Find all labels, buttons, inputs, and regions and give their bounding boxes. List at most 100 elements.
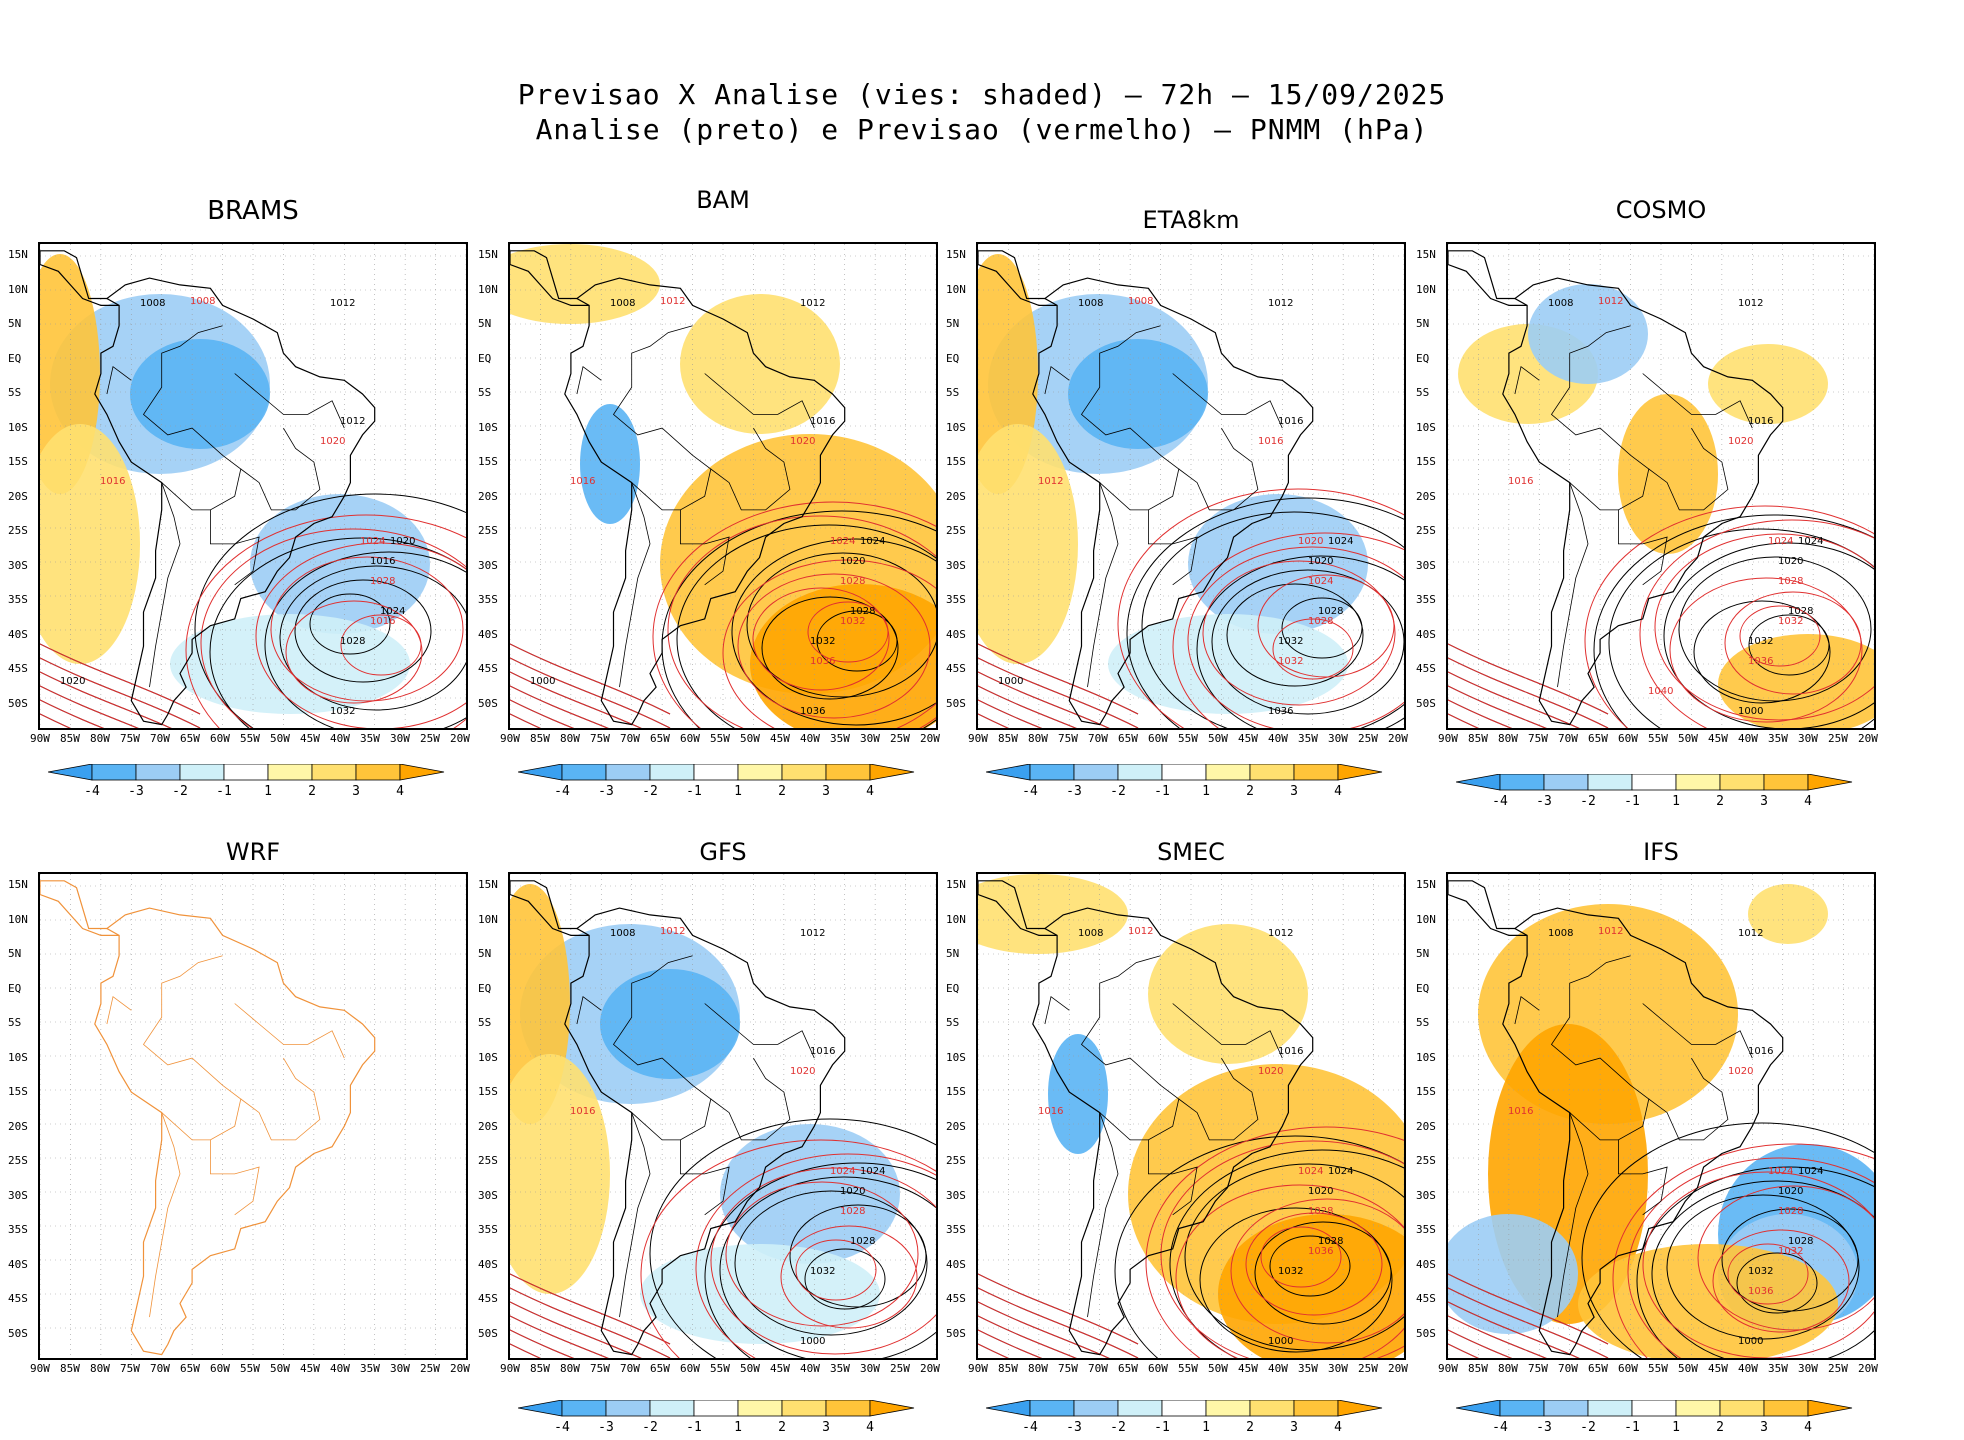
lon-tick-label: 90W bbox=[1438, 732, 1458, 745]
lon-tick-label: 50W bbox=[1678, 1362, 1698, 1375]
lat-tick-label: 10S bbox=[946, 1050, 966, 1064]
lat-tick-label: 45S bbox=[946, 662, 966, 675]
lat-tick-label: 10N bbox=[946, 282, 966, 296]
lon-tick-label: 75W bbox=[120, 732, 140, 745]
lat-tick-label: 20S bbox=[946, 489, 966, 503]
contour-label-analysis: 1016 bbox=[810, 1046, 835, 1057]
lon-tick-label: 35W bbox=[360, 1362, 380, 1375]
map-canvas: 1008 101210161020102410281032103610001012… bbox=[510, 244, 936, 728]
lat-tick-label: 25S bbox=[8, 1154, 28, 1167]
country-border bbox=[710, 1057, 791, 1141]
colorbar-segment bbox=[1543, 1399, 1589, 1417]
contour-label-analysis: 1016 bbox=[1278, 416, 1303, 427]
contour-label-analysis: 1028 bbox=[850, 606, 875, 617]
lon-tick-label: 40W bbox=[1738, 1362, 1758, 1375]
lon-tick-label: 65W bbox=[1588, 1362, 1608, 1375]
country-border bbox=[234, 1003, 345, 1059]
lon-tick-label: 90W bbox=[500, 1362, 520, 1375]
lat-tick-label: 5S bbox=[478, 386, 492, 399]
lat-tick-label: 5N bbox=[478, 947, 492, 960]
lat-tick-label: 40S bbox=[1416, 1257, 1436, 1271]
map-canvas: 1008 101210161020102410281032100010121016… bbox=[1448, 874, 1874, 1358]
colorbar: -4 -3 -2 -1 1 2 3 4 bbox=[985, 1399, 1396, 1440]
colorbar-segment bbox=[649, 763, 695, 781]
lon-tick-label: 45W bbox=[1238, 1362, 1258, 1375]
lon-tick-label: 85W bbox=[998, 732, 1018, 745]
colorbar-segment bbox=[561, 763, 607, 781]
colorbar-segment bbox=[1675, 773, 1721, 791]
contour-label-forecast: 1024 bbox=[1768, 1166, 1793, 1177]
colorbar-label: -1 bbox=[1624, 1420, 1640, 1435]
contour-label-forecast: 1016 bbox=[1508, 1106, 1533, 1117]
contour-label-analysis: 1016 bbox=[1748, 416, 1773, 427]
lon-tick-label: 55W bbox=[710, 732, 730, 745]
lon-tick-label: 40W bbox=[330, 1362, 350, 1375]
lat-tick-label: 40S bbox=[946, 1257, 966, 1271]
colorbar-segment bbox=[825, 1399, 871, 1417]
lon-tick-label: 35W bbox=[830, 732, 850, 745]
lon-tick-label: 55W bbox=[240, 1362, 260, 1375]
lat-tick-label: EQ bbox=[1416, 981, 1430, 995]
lat-tick-label: 35S bbox=[1416, 593, 1436, 606]
lon-tick-label: 55W bbox=[1178, 1362, 1198, 1375]
country-border bbox=[1172, 373, 1283, 429]
contour-label-forecast: 1028 bbox=[1778, 576, 1803, 587]
colorbar-segment bbox=[1631, 1399, 1677, 1417]
south-america-coastline bbox=[1032, 907, 1314, 1356]
colorbar-segment bbox=[179, 763, 225, 781]
lon-tick-label: 70W bbox=[620, 732, 640, 745]
map-frame: 1008 1012 1016 1020 1024 1028 1032 1000 1012 1016… bbox=[976, 872, 1406, 1360]
contour-label-analysis: 1008 bbox=[1078, 298, 1103, 309]
central-america-coastline bbox=[510, 880, 590, 936]
south-america-coastline bbox=[1032, 277, 1314, 726]
colorbar-segment bbox=[1587, 1399, 1633, 1417]
panel-title: IFS bbox=[1643, 838, 1679, 866]
lon-tick-label: 30W bbox=[1798, 732, 1818, 745]
lon-tick-label: 40W bbox=[330, 732, 350, 745]
lon-tick-label: 45W bbox=[1708, 1362, 1728, 1375]
lat-tick-label: EQ bbox=[8, 351, 22, 365]
contour-label-forecast: 1032 bbox=[1778, 616, 1803, 627]
contour-label-analysis: 1024 bbox=[1328, 536, 1353, 547]
lon-tick-label: 40W bbox=[1268, 1362, 1288, 1375]
colorbar-segment bbox=[267, 763, 313, 781]
lat-tick-label: 35S bbox=[8, 1223, 28, 1236]
colorbar-label: -2 bbox=[642, 1420, 658, 1435]
country-border bbox=[240, 427, 321, 511]
lon-tick-label: 90W bbox=[968, 1362, 988, 1375]
contour-label-analysis: 1028 bbox=[1318, 606, 1343, 617]
country-border bbox=[210, 1139, 260, 1216]
colorbar-arrow-left bbox=[517, 1399, 563, 1417]
lon-tick-label: 75W bbox=[120, 1362, 140, 1375]
colorbar-label: 4 bbox=[1804, 1420, 1812, 1435]
lat-tick-label: 30S bbox=[8, 558, 28, 572]
contour-label-forecast: 1012 bbox=[660, 926, 685, 937]
lat-tick-label: 15S bbox=[1416, 455, 1436, 468]
colorbar-label: -2 bbox=[1110, 1420, 1126, 1435]
contour-label-analysis: 1028 bbox=[1788, 1236, 1813, 1247]
lon-tick-label: 25W bbox=[420, 732, 440, 745]
lat-tick-label: 5S bbox=[946, 1016, 960, 1029]
lon-tick-label: 60W bbox=[1148, 732, 1168, 745]
colorbar-segment bbox=[1587, 773, 1633, 791]
contour-label-forecast: 1020 bbox=[1728, 436, 1753, 447]
country-border bbox=[1618, 1139, 1668, 1216]
lon-tick-label: 55W bbox=[1648, 732, 1668, 745]
country-border bbox=[1087, 482, 1119, 688]
lat-tick-label: 15N bbox=[946, 878, 966, 891]
lon-tick-label: 70W bbox=[1088, 732, 1108, 745]
country-border bbox=[1044, 996, 1070, 1025]
colorbar-segment bbox=[1249, 763, 1295, 781]
panel-title: BAM bbox=[696, 186, 750, 214]
lat-tick-label: 10N bbox=[1416, 282, 1436, 296]
contour-label-analysis: 1020 bbox=[1778, 556, 1803, 567]
lon-tick-label: 50W bbox=[1208, 732, 1228, 745]
contour-label-analysis: 1000 bbox=[530, 676, 555, 687]
lon-tick-label: 50W bbox=[740, 732, 760, 745]
lat-tick-label: 15S bbox=[946, 1085, 966, 1098]
colorbar-segment bbox=[1631, 773, 1677, 791]
lon-tick-label: 20W bbox=[1858, 1362, 1878, 1375]
contour-label-forecast: 1036 bbox=[810, 656, 835, 667]
lat-tick-label: 5N bbox=[478, 317, 492, 330]
country-border bbox=[619, 1112, 651, 1318]
